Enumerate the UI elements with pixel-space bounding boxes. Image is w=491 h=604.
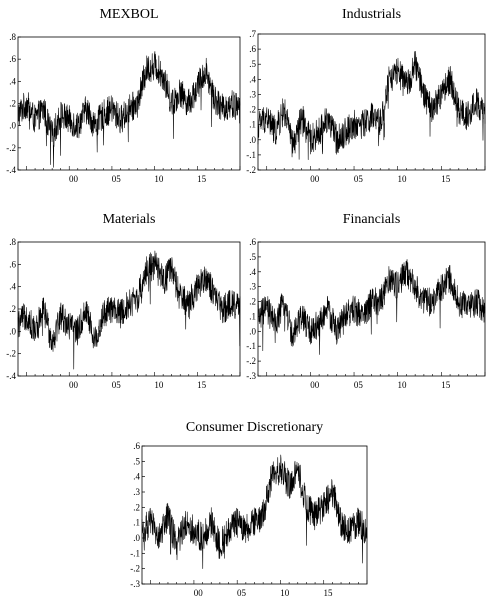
y-tick-label: .1: [133, 518, 140, 528]
y-tick-label: .5: [249, 252, 256, 262]
y-tick-label: .4: [133, 472, 140, 482]
y-tick-label: .7: [249, 29, 256, 39]
chart-panel-4: Financials .6 .5 .4 .3 .2 .1 .0 -.1 -.2 -.3 00 05 10 1…: [246, 212, 486, 390]
y-tick-label: .8: [9, 237, 16, 247]
series-line: [17, 250, 241, 370]
x-tick-label: 15: [197, 174, 207, 184]
x-tick-label: 00: [194, 588, 204, 598]
chart-title: Consumer Discretionary: [186, 420, 323, 435]
plot-frame: [17, 36, 241, 171]
chart-panel-1: MEXBOL .8 .6 .4 .2 .0 -.2 -.4 00 05 10 15: [6, 7, 241, 184]
y-tick-label: .2: [249, 105, 256, 115]
y-tick-label: .4: [249, 267, 256, 277]
y-tick-label: .6: [133, 441, 140, 451]
y-tick-label: .8: [9, 32, 16, 42]
y-tick-label: .3: [249, 282, 256, 292]
y-tick-label: .5: [249, 59, 256, 69]
x-tick-label: 05: [354, 174, 364, 184]
y-tick-label: .3: [133, 487, 140, 497]
series-line: [17, 51, 241, 168]
y-tick-label: -.3: [246, 371, 256, 381]
y-tick-label: .5: [133, 456, 140, 466]
x-tick-label: 00: [69, 380, 79, 390]
y-tick-label: .0: [249, 326, 256, 336]
y-tick-label: -.3: [130, 579, 140, 589]
y-tick-label: .0: [9, 121, 16, 131]
x-tick-label: 15: [441, 174, 451, 184]
y-tick-label: .1: [249, 120, 256, 130]
chart-title: Financials: [343, 212, 401, 227]
y-tick-label: .0: [9, 326, 16, 336]
chart-panel-2: Industrials .7 .6 .5 .4 .3 .2 .1 .0 -.1 -.2 00 05 10 1…: [246, 7, 486, 184]
y-tick-label: .6: [249, 44, 256, 54]
x-tick-label: 00: [310, 174, 320, 184]
x-tick-label: 05: [112, 174, 122, 184]
y-tick-label: .0: [249, 135, 256, 145]
chart-title: MEXBOL: [99, 7, 158, 22]
y-tick-label: -.2: [130, 564, 140, 574]
y-tick-label: -.1: [246, 341, 256, 351]
x-tick-label: 05: [354, 380, 364, 390]
x-tick-label: 00: [310, 380, 320, 390]
y-tick-label: .4: [249, 74, 256, 84]
y-tick-label: -.4: [6, 165, 16, 175]
y-tick-label: -.4: [6, 371, 16, 381]
series-line: [257, 259, 486, 355]
y-tick-label: .2: [9, 99, 16, 109]
y-tick-label: -.2: [246, 356, 256, 366]
series-line: [141, 454, 368, 569]
x-tick-label: 10: [154, 380, 164, 390]
y-tick-label: -.2: [6, 349, 16, 359]
y-tick-label: .6: [9, 54, 16, 64]
x-tick-label: 05: [112, 380, 122, 390]
x-tick-label: 05: [237, 588, 247, 598]
chart-panel-5: Consumer Discretionary .6 .5 .4 .3 .2 .1 .0 -.1 -…: [130, 420, 368, 598]
y-tick-label: .0: [133, 533, 140, 543]
y-tick-label: -.2: [246, 165, 256, 175]
x-tick-label: 15: [441, 380, 451, 390]
y-tick-label: -.2: [6, 143, 16, 153]
y-tick-label: -.1: [246, 150, 256, 160]
y-tick-label: .1: [249, 311, 256, 321]
y-tick-label: -.1: [130, 548, 140, 558]
chart-panel-3: Materials .8 .6 .4 .2 .0 -.2 -.4 00 05 10 15: [6, 212, 241, 390]
y-tick-label: .6: [9, 259, 16, 269]
x-tick-label: 10: [398, 174, 408, 184]
x-tick-label: 10: [154, 174, 164, 184]
x-tick-label: 00: [69, 174, 79, 184]
x-tick-label: 10: [280, 588, 290, 598]
y-tick-label: .2: [133, 502, 140, 512]
y-tick-label: .2: [9, 304, 16, 314]
y-tick-label: .3: [249, 89, 256, 99]
chart-title: Industrials: [342, 7, 401, 22]
y-tick-label: .2: [249, 297, 256, 307]
y-tick-label: .4: [9, 282, 16, 292]
y-tick-label: .6: [249, 237, 256, 247]
plot-frame: [17, 241, 241, 377]
x-tick-label: 15: [324, 588, 334, 598]
x-tick-label: 15: [197, 380, 207, 390]
chart-title: Materials: [103, 212, 156, 227]
x-tick-label: 10: [398, 380, 408, 390]
y-tick-label: .4: [9, 76, 16, 86]
series-line: [257, 50, 486, 160]
